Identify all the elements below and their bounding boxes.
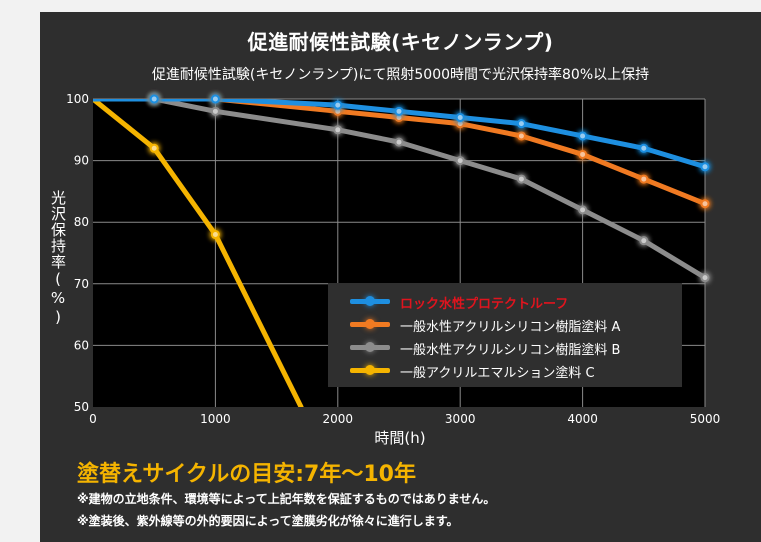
data-point-highlight: [457, 114, 463, 120]
data-point-highlight: [335, 127, 341, 133]
data-point-highlight: [702, 275, 708, 281]
x-tick-label: 4000: [567, 412, 598, 426]
series-line: [93, 99, 304, 407]
x-tick-label: 0: [89, 412, 97, 426]
data-point-highlight: [702, 164, 708, 170]
legend-swatch-dot: [365, 365, 375, 375]
x-tick-label: 2000: [323, 412, 354, 426]
data-point-highlight: [457, 121, 463, 127]
data-point-highlight: [518, 121, 524, 127]
chart-subtitle: 促進耐候性試験(キセノンランプ)にて照射5000時間で光沢保持率80%以上保持: [151, 67, 650, 83]
data-point-highlight: [335, 108, 341, 114]
legend-label: 一般水性アクリルシリコン樹脂塗料 A: [400, 320, 621, 335]
chart-title: 促進耐候性試験(キセノンランプ): [247, 30, 554, 54]
data-point-highlight: [151, 145, 157, 151]
x-tick-label: 5000: [690, 412, 721, 426]
y-axis-label: 光沢保持率(%): [49, 190, 67, 327]
y-tick-label: 90: [74, 154, 89, 168]
legend-swatch-dot: [365, 296, 375, 306]
data-point-highlight: [396, 139, 402, 145]
series-line: [93, 99, 705, 207]
data-point-highlight: [580, 151, 586, 157]
legend-label: 一般水性アクリルシリコン樹脂塗料 B: [400, 343, 621, 358]
data-point-highlight: [641, 145, 647, 151]
data-point-highlight: [335, 102, 341, 108]
y-tick-label: 50: [74, 400, 89, 414]
data-point-highlight: [580, 207, 586, 213]
y-tick-label: 100: [66, 92, 89, 106]
data-point-highlight: [641, 176, 647, 182]
data-point-highlight: [212, 108, 218, 114]
x-tick-label: 3000: [445, 412, 476, 426]
series-line: [93, 99, 705, 170]
y-tick-label: 70: [74, 277, 89, 291]
legend-swatch-dot: [365, 319, 375, 329]
x-tick-label: 1000: [200, 412, 231, 426]
legend-label: ロック水性プロテクトルーフ: [400, 297, 569, 312]
disclaimer-note-2: ※塗装後、紫外線等の外的要因によって塗膜劣化が徐々に進行します。: [77, 514, 459, 528]
repaint-cycle-headline: 塗替えサイクルの目安:7年〜10年: [77, 462, 416, 487]
legend-item-paint-c: 一般アクリルエマルション塗料 C: [328, 360, 682, 382]
x-axis-label: 時間(h): [374, 429, 426, 447]
legend-item-paint-a: 一般水性アクリルシリコン樹脂塗料 A: [328, 314, 682, 336]
data-point-highlight: [580, 133, 586, 139]
data-point-highlight: [212, 232, 218, 238]
y-tick-label: 80: [74, 215, 89, 229]
data-point-highlight: [641, 238, 647, 244]
legend-swatch-dot: [365, 342, 375, 352]
legend-item-protect-roof: ロック水性プロテクトルーフ: [328, 291, 682, 313]
data-point-highlight: [702, 201, 708, 207]
data-point-highlight: [518, 176, 524, 182]
data-point-highlight: [457, 158, 463, 164]
chart-legend: ロック水性プロテクトルーフ 一般水性アクリルシリコン樹脂塗料 A 一般水性アクリ…: [328, 283, 682, 387]
legend-label: 一般アクリルエマルション塗料 C: [400, 366, 595, 381]
data-point-highlight: [151, 96, 157, 102]
data-point-highlight: [396, 108, 402, 114]
data-point-highlight: [212, 96, 218, 102]
legend-item-paint-b: 一般水性アクリルシリコン樹脂塗料 B: [328, 337, 682, 359]
disclaimer-note-1: ※建物の立地条件、環境等によって上記年数を保証するものではありません。: [77, 492, 496, 506]
data-point-highlight: [518, 133, 524, 139]
series-line: [93, 99, 705, 281]
y-tick-label: 60: [74, 338, 89, 352]
data-point-highlight: [396, 114, 402, 120]
